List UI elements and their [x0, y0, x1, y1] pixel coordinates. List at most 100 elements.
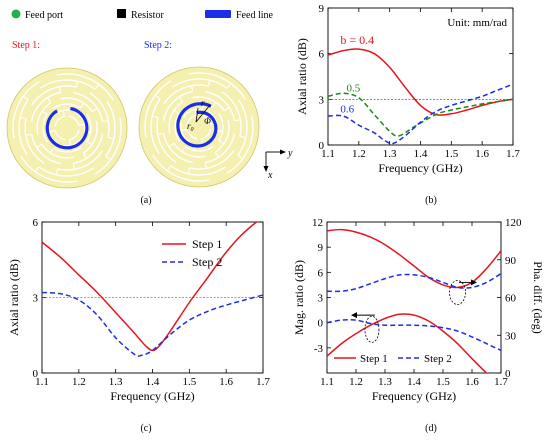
x-tick-label: 1.1 — [320, 376, 334, 388]
r-arrow — [195, 104, 211, 123]
meander-slot — [75, 112, 86, 132]
phi-annotation: Φ — [204, 116, 211, 126]
x-tick-label: 1.1 — [35, 376, 49, 388]
antenna-step2 — [138, 66, 260, 188]
meander-link — [75, 81, 79, 88]
meander-slot — [205, 90, 236, 121]
series-label-06: 0.6 — [340, 104, 354, 116]
y-tick-label: 12 — [312, 217, 323, 229]
meander-slot — [53, 146, 82, 153]
panel-a: Feed port Resistor Feed line Step 1: Ste… — [6, 9, 293, 206]
x-tick-label: 1.6 — [475, 148, 489, 160]
x-tick-label: 1.3 — [378, 376, 392, 388]
caption-a: (a) — [140, 195, 151, 206]
series-line-step-1-left — [42, 222, 258, 352]
legend-label-step1: Step 1 — [192, 237, 222, 251]
y2-tick-label: 30 — [505, 330, 517, 342]
y2-tick-label: 60 — [505, 293, 517, 305]
meander-link — [181, 146, 187, 153]
meander-slot — [30, 91, 61, 122]
series-line-step-2-left — [327, 319, 501, 352]
right-axis-arrowhead — [471, 279, 477, 286]
meander-link — [204, 162, 207, 169]
series-line-step-1-right — [327, 228, 501, 289]
meander-slot — [170, 165, 227, 176]
meander-link — [78, 123, 85, 127]
y-axis-label: Axial ratio (dB) — [7, 259, 21, 336]
y2-axis-label: Pha. diff. (deg) — [531, 261, 545, 333]
y-tick-label: 0 — [319, 140, 325, 152]
series-line-step-2-left — [42, 291, 263, 357]
meander-link — [59, 86, 62, 93]
meander-link — [173, 109, 180, 115]
right-axis-ellipse — [449, 280, 466, 305]
meander-slot — [188, 72, 246, 100]
meander-slot — [39, 79, 96, 90]
meander-slot — [163, 84, 209, 105]
meander-link — [68, 139, 72, 146]
y-tick-label: 9 — [319, 3, 325, 15]
resistor-legend-label: Resistor — [131, 10, 164, 21]
meander-slot — [69, 129, 80, 141]
meander-slot — [18, 99, 29, 156]
r0-arrow — [195, 107, 199, 123]
r-annotation: r — [201, 98, 205, 108]
meander-link — [234, 119, 241, 122]
x-tick-label: 1.5 — [444, 148, 458, 160]
y-tick-label: 3 — [318, 293, 324, 305]
meander-slot — [24, 118, 45, 164]
meander-link — [91, 107, 98, 113]
meander-link — [94, 83, 100, 90]
meander-slot — [214, 120, 230, 153]
meander-link — [55, 168, 59, 175]
meander-slot — [12, 81, 40, 139]
meander-slot — [82, 121, 98, 154]
meander-slot — [51, 109, 71, 120]
meander-slot — [217, 112, 224, 141]
step2-label: Step 2: — [144, 40, 172, 51]
meander-link — [49, 129, 56, 133]
meander-link — [107, 136, 114, 140]
meander-slot — [63, 136, 83, 147]
y2-tick-label: 90 — [505, 255, 517, 267]
feed-line-legend-marker — [205, 10, 231, 18]
meander-slot — [36, 102, 52, 135]
meander-link — [226, 82, 232, 89]
y-axis-label: Axial ratio (dB) — [295, 38, 309, 115]
meander-link — [72, 163, 75, 170]
y-tick-label: 0 — [318, 318, 324, 330]
meander-slot — [54, 115, 65, 127]
meander-link — [207, 80, 211, 87]
meander-link — [168, 142, 175, 148]
step1-label: Step 1: — [12, 40, 40, 51]
feed-port-legend-label: Feed port — [25, 10, 63, 21]
y-tick-label: 6 — [318, 267, 324, 279]
panel-d: 1.1 1.2 1.3 1.4 1.5 1.6 1.7-30369120306090120P… — [292, 217, 545, 403]
x-tick-label: 1.6 — [219, 376, 233, 388]
meander-link — [102, 120, 109, 123]
feed-port-legend-marker — [11, 9, 21, 19]
coordinate-axes: y x — [263, 148, 293, 181]
x-axis-label: Frequency (GHz) — [110, 389, 194, 403]
meander-link — [218, 139, 225, 145]
series-line-0-6-left — [328, 83, 513, 145]
meander-link — [237, 154, 244, 160]
meander-link — [211, 101, 217, 108]
x-tick-label: 1.7 — [256, 376, 270, 388]
meander-link — [223, 106, 230, 112]
meander-link — [187, 167, 191, 174]
meander-slot — [221, 91, 242, 137]
meander-slot — [189, 149, 235, 170]
meander-slot — [73, 91, 104, 122]
plot-frame — [326, 221, 502, 374]
meander-slot — [54, 130, 66, 141]
y2-tick-label: 120 — [505, 217, 522, 229]
x-tick-label: 1.1 — [321, 148, 335, 160]
series-label-b04: b = 0.4 — [340, 33, 374, 47]
meander-slot — [150, 98, 161, 155]
feed-line-legend-label: Feed line — [236, 10, 273, 21]
panel-c: 1.1 1.2 1.3 1.4 1.5 1.6 1.7 0 3 6 Frequency (GHz) A… — [7, 217, 270, 403]
series-line-step-1-left — [327, 313, 488, 373]
meander-slot — [144, 80, 172, 138]
meander-slot — [41, 143, 74, 159]
